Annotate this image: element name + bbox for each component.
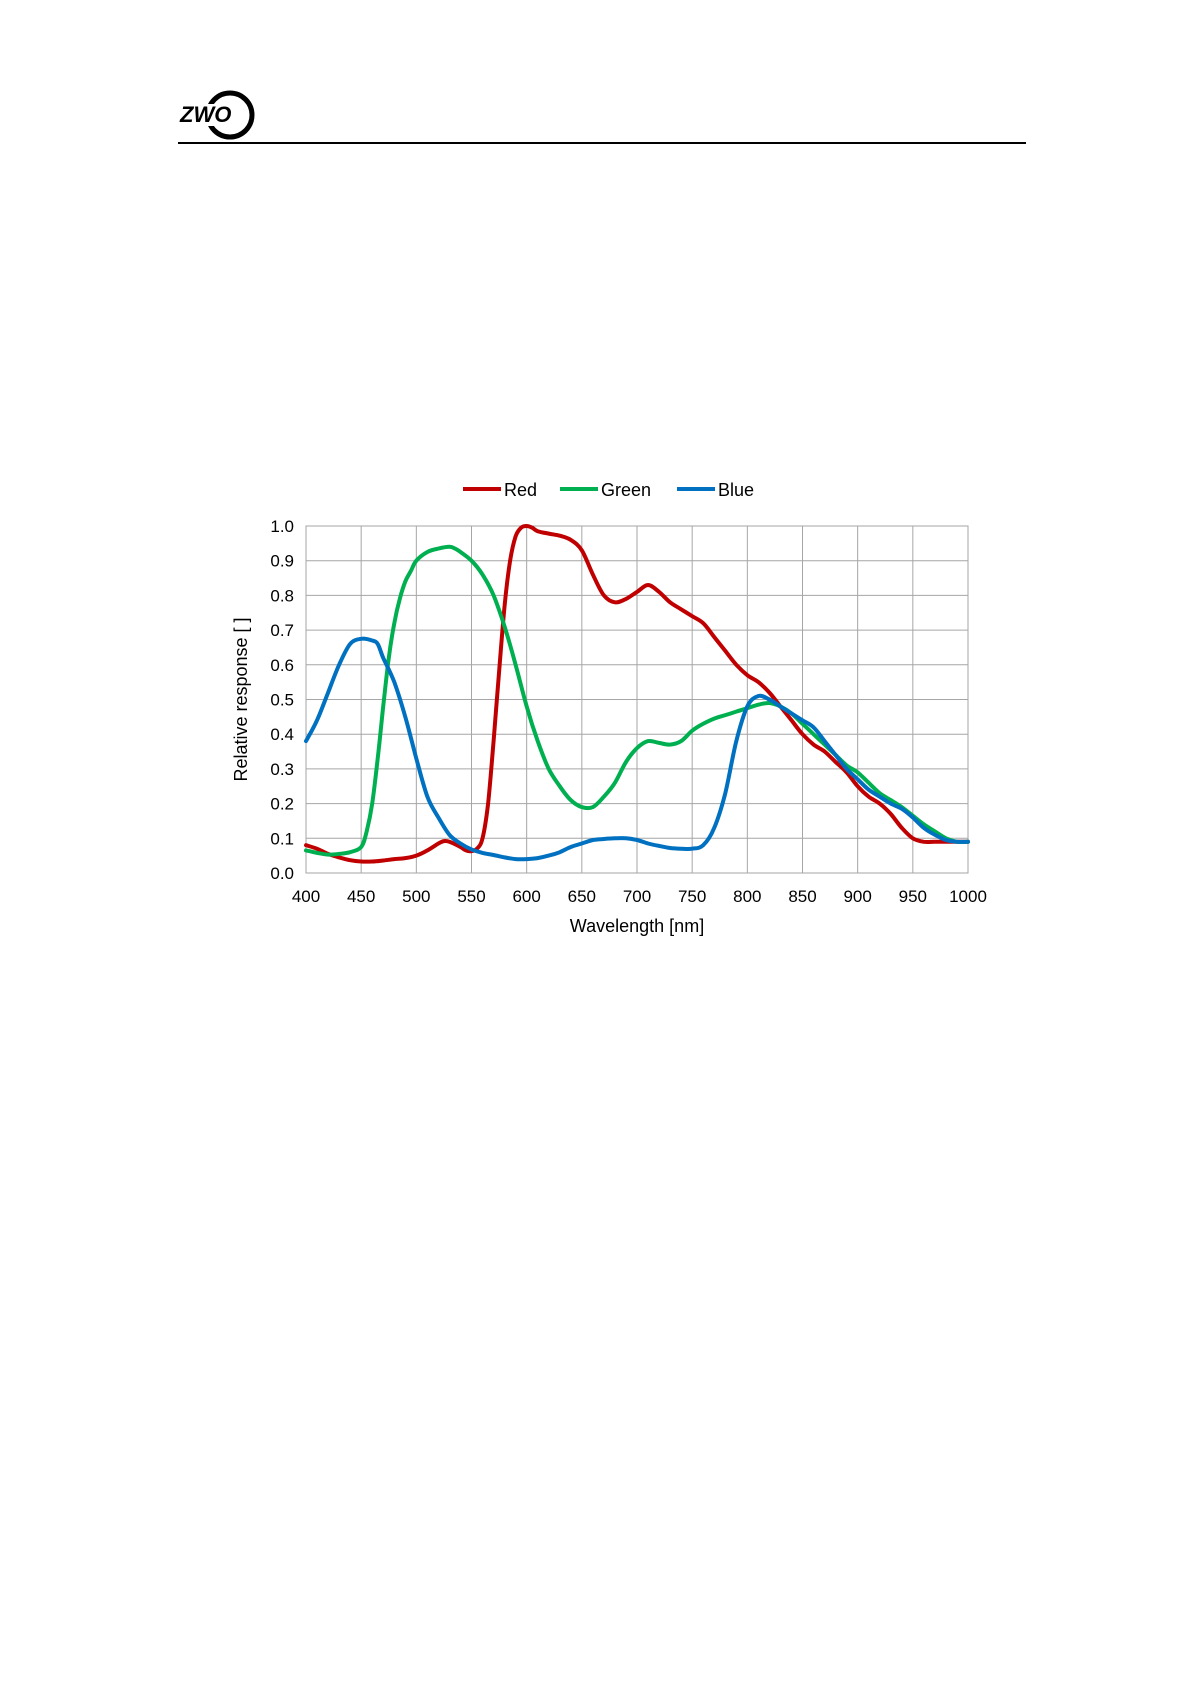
y-tick-label: 0.3 xyxy=(270,760,294,779)
y-tick-label: 0.2 xyxy=(270,795,294,814)
legend-label-blue: Blue xyxy=(718,480,754,500)
y-tick-label: 1.0 xyxy=(270,517,294,536)
x-tick-label: 550 xyxy=(457,887,485,906)
y-tick-label: 0.4 xyxy=(270,725,294,744)
y-tick-label: 0.0 xyxy=(270,864,294,883)
y-tick-label: 0.7 xyxy=(270,621,294,640)
x-tick-label: 800 xyxy=(733,887,761,906)
y-tick-label: 0.8 xyxy=(270,586,294,605)
x-tick-label: 650 xyxy=(568,887,596,906)
header-divider xyxy=(178,142,1026,144)
y-tick-label: 0.9 xyxy=(270,552,294,571)
series-line-red xyxy=(304,524,970,864)
x-tick-label: 700 xyxy=(623,887,651,906)
y-tick-label: 0.6 xyxy=(270,656,294,675)
x-tick-label: 850 xyxy=(788,887,816,906)
x-tick-label: 950 xyxy=(899,887,927,906)
logo-text: ZWO xyxy=(179,102,231,127)
page-header: ZWO xyxy=(178,82,1026,144)
x-tick-label: 600 xyxy=(512,887,540,906)
y-axis-label: Relative response [ ] xyxy=(231,617,251,781)
plot-area-border xyxy=(305,525,969,874)
chart-series xyxy=(304,524,970,864)
x-tick-label: 900 xyxy=(843,887,871,906)
x-tick-label: 1000 xyxy=(949,887,987,906)
legend-label-green: Green xyxy=(601,480,651,500)
series-line-blue xyxy=(304,636,970,862)
x-axis-ticks: 400 450 500 550 600 650 700 750 800 850 900 950 1000 xyxy=(292,887,987,906)
y-axis-ticks: 0.0 0.1 0.2 0.3 0.4 0.5 0.6 0.7 0.8 0.9 1.0 xyxy=(270,517,294,883)
chart-grid xyxy=(305,525,969,874)
chart-legend: Red Green Blue xyxy=(463,480,754,500)
x-tick-label: 750 xyxy=(678,887,706,906)
y-tick-label: 0.5 xyxy=(270,691,294,710)
x-tick-label: 450 xyxy=(347,887,375,906)
x-tick-label: 400 xyxy=(292,887,320,906)
spectral-response-chart: 0.0 0.1 0.2 0.3 0.4 0.5 0.6 0.7 0.8 0.9 1.0 400 450… xyxy=(231,480,987,936)
zwo-logo-icon: ZWO xyxy=(178,90,255,140)
x-axis-label: Wavelength [nm] xyxy=(570,916,704,936)
y-tick-label: 0.1 xyxy=(270,829,294,848)
x-tick-label: 500 xyxy=(402,887,430,906)
legend-label-red: Red xyxy=(504,480,537,500)
series-line-green xyxy=(304,544,970,857)
